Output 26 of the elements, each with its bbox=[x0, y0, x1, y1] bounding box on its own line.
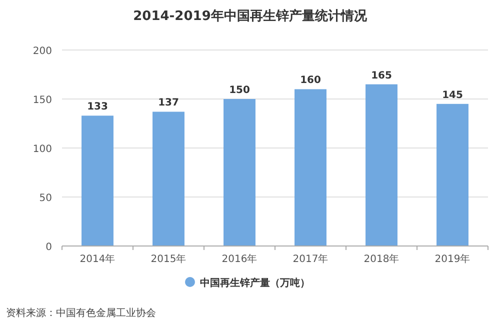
bar bbox=[82, 116, 114, 246]
bar bbox=[366, 84, 398, 246]
bar bbox=[294, 89, 326, 246]
x-tick-label: 2019年 bbox=[434, 253, 470, 265]
x-tick-label: 2014年 bbox=[80, 253, 116, 265]
text: 资料来源：中国有色金属工业协会 bbox=[6, 307, 156, 319]
data-label: 150 bbox=[229, 85, 250, 96]
x-tick-label: 2017年 bbox=[292, 253, 328, 265]
y-tick-label: 200 bbox=[32, 46, 52, 57]
legend-label: 中国再生锌产量（万吨） bbox=[200, 277, 310, 289]
bar bbox=[224, 99, 256, 246]
y-tick-label: 50 bbox=[39, 193, 52, 204]
x-tick-label: 2018年 bbox=[364, 253, 400, 265]
y-tick-label: 0 bbox=[46, 242, 52, 253]
bar bbox=[436, 104, 468, 246]
y-tick-label: 100 bbox=[32, 144, 52, 155]
bar bbox=[152, 112, 184, 246]
y-tick-label: 150 bbox=[32, 95, 52, 106]
x-tick-label: 2015年 bbox=[150, 253, 186, 265]
data-label: 145 bbox=[442, 90, 463, 101]
x-tick-label: 2016年 bbox=[222, 253, 258, 265]
data-label: 137 bbox=[158, 98, 179, 109]
data-label: 160 bbox=[300, 75, 321, 86]
data-label: 165 bbox=[371, 70, 392, 82]
data-label: 133 bbox=[87, 102, 108, 113]
chart-title: 2014-2019年中国再生锌产量统计情况 bbox=[133, 8, 368, 24]
